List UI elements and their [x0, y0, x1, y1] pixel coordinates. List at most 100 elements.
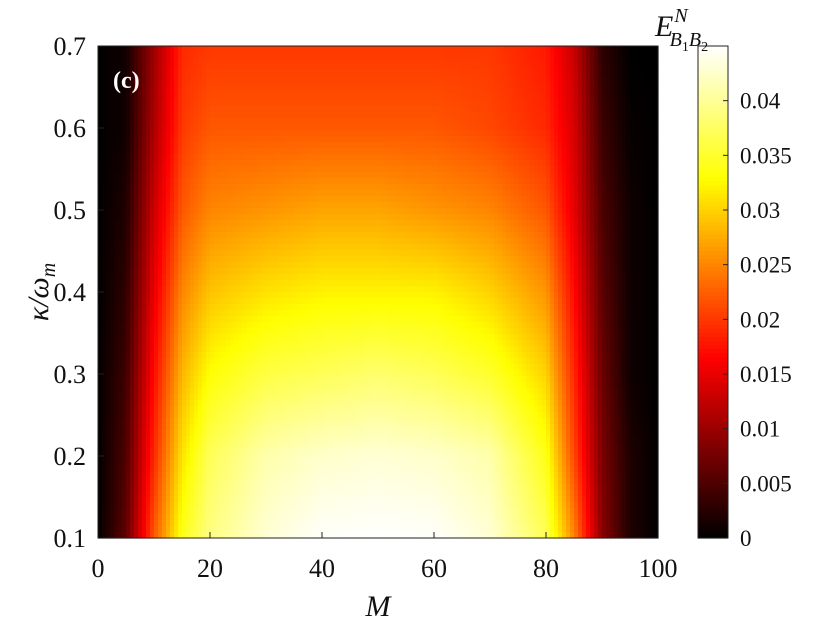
heatmap-cell: [310, 184, 315, 191]
heatmap-cell: [466, 214, 471, 221]
heatmap-cell: [102, 244, 107, 251]
heatmap-cell: [150, 184, 155, 191]
heatmap-cell: [454, 136, 459, 143]
heatmap-cell: [458, 202, 463, 209]
heatmap-cell: [210, 76, 215, 83]
heatmap-cell: [370, 202, 375, 209]
heatmap-cell: [298, 76, 303, 83]
heatmap-cell: [602, 100, 607, 107]
heatmap-cell: [322, 136, 327, 143]
heatmap-cell: [482, 238, 487, 245]
heatmap-cell: [338, 244, 343, 251]
heatmap-cell: [270, 202, 275, 209]
heatmap-cell: [442, 82, 447, 89]
heatmap-cell: [226, 70, 231, 77]
heatmap-cell: [186, 70, 191, 77]
heatmap-cell: [390, 154, 395, 161]
heatmap-cell: [474, 208, 479, 215]
heatmap-cell: [510, 244, 515, 251]
heatmap-cell: [166, 190, 171, 197]
heatmap-cell: [302, 214, 307, 221]
heatmap-cell: [526, 160, 531, 167]
heatmap-cell: [218, 100, 223, 107]
heatmap-cell: [490, 130, 495, 137]
heatmap-cell: [126, 202, 131, 209]
heatmap-cell: [550, 154, 555, 161]
heatmap-cell: [430, 154, 435, 161]
heatmap-cell: [390, 166, 395, 173]
heatmap-cell: [270, 244, 275, 251]
heatmap-cell: [262, 256, 267, 263]
heatmap-cell: [626, 76, 631, 83]
heatmap-cell: [174, 184, 179, 191]
heatmap-cell: [226, 88, 231, 95]
heatmap-cell: [154, 226, 159, 233]
heatmap-cell: [578, 232, 583, 239]
heatmap-cell: [518, 208, 523, 215]
heatmap-cell: [650, 124, 655, 131]
heatmap-cell: [554, 250, 559, 257]
heatmap-cell: [130, 250, 135, 257]
heatmap-cell: [526, 172, 531, 179]
heatmap-cell: [606, 202, 611, 209]
heatmap-cell: [410, 70, 415, 77]
heatmap-cell: [586, 166, 591, 173]
heatmap-cell: [178, 196, 183, 203]
heatmap-cell: [142, 52, 147, 59]
heatmap-cell: [370, 70, 375, 77]
heatmap-cell: [322, 100, 327, 107]
heatmap-cell: [338, 76, 343, 83]
heatmap-cell: [546, 190, 551, 197]
heatmap-cell: [606, 142, 611, 149]
heatmap-cell: [634, 112, 639, 119]
heatmap-cell: [126, 88, 131, 95]
heatmap-cell: [346, 154, 351, 161]
heatmap-cell: [474, 112, 479, 119]
heatmap-cell: [274, 106, 279, 113]
heatmap-cell: [122, 220, 127, 227]
heatmap-cell: [562, 58, 567, 65]
heatmap-cell: [358, 256, 363, 263]
heatmap-cell: [334, 238, 339, 245]
heatmap-cell: [294, 70, 299, 77]
heatmap-cell: [122, 58, 127, 65]
heatmap-cell: [166, 130, 171, 137]
heatmap-cell: [502, 106, 507, 113]
heatmap-cell: [322, 160, 327, 167]
heatmap-cell: [106, 232, 111, 239]
heatmap-cell: [246, 58, 251, 65]
heatmap-cell: [562, 148, 567, 155]
heatmap-cell: [470, 118, 475, 125]
heatmap-cell: [422, 226, 427, 233]
heatmap-cell: [154, 208, 159, 215]
heatmap-cell: [386, 130, 391, 137]
heatmap-cell: [170, 226, 175, 233]
heatmap-cell: [178, 94, 183, 101]
heatmap-cell: [306, 130, 311, 137]
heatmap-cell: [562, 64, 567, 71]
heatmap-cell: [278, 52, 283, 59]
heatmap-cell: [422, 106, 427, 113]
heatmap-cell: [190, 184, 195, 191]
heatmap-cell: [562, 250, 567, 257]
heatmap-cell: [366, 130, 371, 137]
heatmap-cell: [582, 184, 587, 191]
heatmap-cell: [610, 160, 615, 167]
heatmap-cell: [642, 172, 647, 179]
heatmap-cell: [514, 118, 519, 125]
heatmap-cell: [622, 214, 627, 221]
heatmap-cell: [614, 202, 619, 209]
heatmap-cell: [570, 46, 575, 53]
heatmap-cell: [438, 64, 443, 71]
heatmap-cell: [458, 256, 463, 263]
heatmap-cell: [278, 214, 283, 221]
heatmap-cell: [514, 226, 519, 233]
heatmap-cell: [138, 232, 143, 239]
heatmap-cell: [362, 76, 367, 83]
heatmap-cell: [466, 118, 471, 125]
heatmap-cell: [214, 94, 219, 101]
heatmap-cell: [98, 118, 103, 125]
heatmap-cell: [614, 130, 619, 137]
heatmap-cell: [214, 214, 219, 221]
heatmap-cell: [482, 256, 487, 263]
